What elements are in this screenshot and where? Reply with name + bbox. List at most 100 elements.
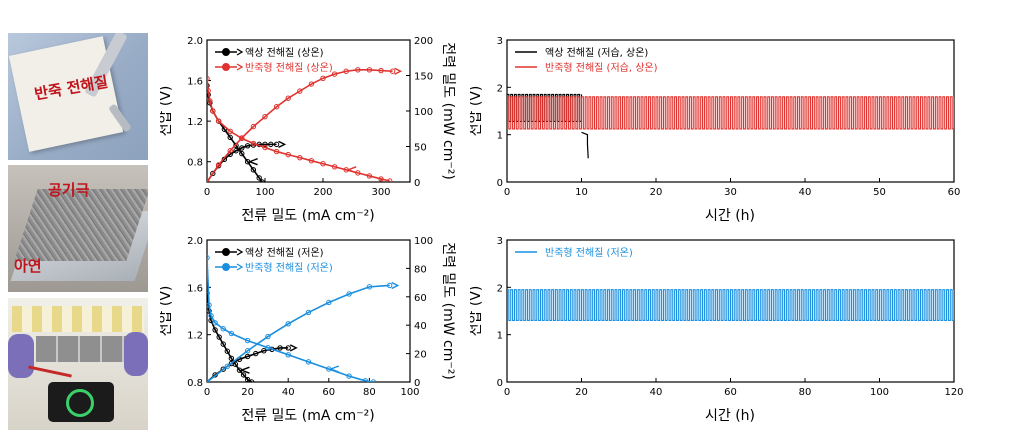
x-tick-label: 20 [650, 187, 663, 198]
power-point [387, 282, 393, 289]
x-tick-label: 20 [575, 387, 588, 398]
power-point [244, 353, 251, 360]
legend: 액상 전해질 (저온) 반죽형 전해질 (저온) [215, 246, 333, 274]
y-tick-label: 0.8 [187, 378, 203, 389]
power-point [355, 67, 361, 73]
voltage-point [220, 326, 226, 332]
x-tick-label: 80 [799, 387, 812, 398]
power-point [305, 309, 312, 316]
direction-arrow [278, 140, 287, 148]
y2-tick-label: 50 [414, 143, 427, 154]
x-tick-label: 100 [255, 187, 274, 198]
y2-ticks: 0 20 40 60 80 100 [406, 236, 433, 389]
x-tick-label: 20 [241, 387, 254, 398]
legend-marker [222, 63, 230, 71]
power-point [261, 348, 267, 354]
x-tick-label: 200 [313, 187, 332, 198]
x-tick-label: 60 [948, 187, 961, 198]
y-tick-label: 0 [497, 378, 503, 389]
voltage-point [250, 167, 257, 173]
y-axis-label: 전압 (V) [470, 286, 484, 337]
direction-arrow [289, 344, 298, 352]
power-point [273, 141, 280, 148]
y-ticks: 0 1 2 3 [497, 236, 511, 389]
voltage-point [240, 372, 247, 378]
power-point [268, 141, 274, 148]
power-point [389, 68, 396, 74]
glove-left [8, 334, 34, 378]
voltage-point [207, 82, 210, 89]
power-point [220, 366, 226, 372]
x-tick-label: 40 [650, 387, 663, 398]
photo-flexible-battery-demo [8, 298, 148, 430]
series-lines [507, 93, 954, 159]
power-point [277, 345, 283, 351]
power-line-series-1 [207, 284, 390, 382]
cycling-line-series-0 [507, 289, 954, 322]
power-point [250, 123, 257, 130]
legend-marker [222, 48, 230, 56]
power-point [285, 345, 291, 351]
x-axis-label: 전류 밀도 (mA cm⁻²) [241, 208, 374, 224]
voltage-point [227, 134, 233, 141]
voltage-line-series-0 [207, 293, 253, 382]
voltage-point [262, 144, 268, 151]
voltage-point [227, 128, 233, 134]
power-point [262, 141, 268, 148]
legend-marker [222, 263, 230, 271]
voltage-point [259, 179, 265, 182]
power-point [346, 291, 352, 297]
chart-polarization-low: 0 20 40 60 80 100 0.8 1.2 1.6 2.0 0 20 40 60 80 100 액… [160, 236, 456, 424]
x-tick-label: 120 [944, 387, 963, 398]
legend-label: 반죽형 전해질 (저습, 상온) [545, 61, 658, 74]
x-tick-label: 50 [873, 187, 886, 198]
photo-air-cathode: 공기극 아연 [8, 165, 148, 292]
y2-tick-label: 40 [414, 321, 427, 332]
direction-arrow [394, 67, 403, 75]
legend-label: 액상 전해질 (저습, 상온) [545, 46, 648, 59]
voltage-point [320, 161, 326, 167]
plot-area [207, 67, 396, 182]
voltage-point [256, 175, 262, 181]
y-axis-label: 전압 (V) [470, 86, 484, 137]
power-point [262, 113, 268, 120]
y-axis-label: 전압 (V) [160, 86, 174, 137]
legend-label: 반죽형 전해질 (저온) [245, 261, 333, 274]
voltage-point [285, 352, 291, 358]
air-cathode-label: 공기극 [48, 181, 90, 199]
x-tick-label: 30 [724, 187, 737, 198]
direction-arrow [247, 158, 258, 166]
voltage-point [244, 337, 251, 344]
legend-label: 액상 전해질 (저온) [245, 246, 324, 259]
y-tick-label: 1.2 [187, 117, 203, 128]
voltage-point [244, 376, 251, 382]
voltage-point [297, 154, 303, 161]
x-tick-label: 10 [575, 187, 588, 198]
x-tick-label: 40 [799, 187, 812, 198]
voltage-point [207, 98, 213, 104]
chart-cycling-room: 0 10 20 30 40 50 60 0 1 2 3 액상 전해질 (저습, 상온) 반죽형 전해… [470, 36, 961, 224]
x-tick-label: 60 [724, 387, 737, 398]
voltage-point [378, 176, 384, 182]
voltage-point [210, 108, 216, 114]
voltage-point [216, 334, 222, 340]
legend-label: 반죽형 전해질 (저온) [545, 246, 633, 259]
plot-area [507, 289, 954, 322]
y2-tick-label: 100 [414, 107, 433, 118]
y2-axis-label: 전력 밀도 (mW cm⁻²) [440, 42, 456, 180]
x-tick-label: 0 [204, 387, 210, 398]
y-tick-label: 0.8 [187, 158, 203, 169]
power-point [378, 67, 384, 74]
voltage-point [239, 150, 245, 157]
y-axis-label: 전압 (V) [160, 286, 174, 337]
legend-label: 액상 전해질 (상온) [245, 46, 324, 59]
y-tick-label: 0 [497, 178, 503, 189]
voltage-point [265, 344, 271, 351]
voltage-point [207, 88, 211, 94]
voltage-point [305, 359, 312, 365]
y-ticks: 0 1 2 3 [497, 36, 511, 189]
y2-tick-label: 80 [414, 264, 427, 275]
y-tick-label: 2.0 [187, 36, 203, 47]
x-tick-label: 100 [400, 387, 419, 398]
y2-tick-label: 0 [414, 378, 420, 389]
